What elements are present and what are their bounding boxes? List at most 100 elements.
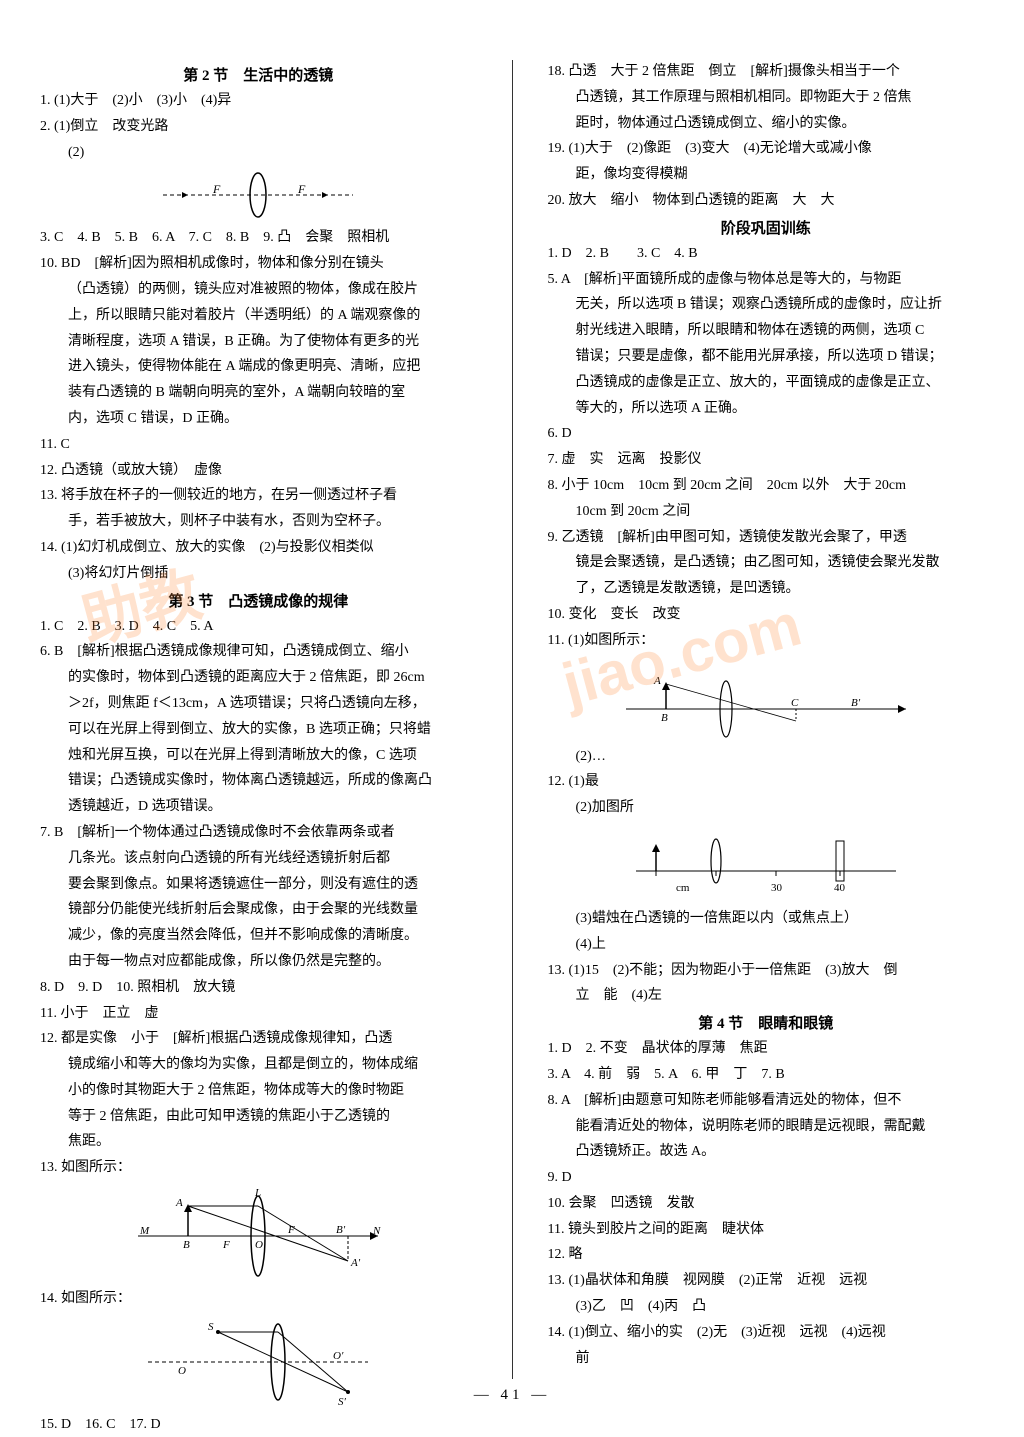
s4-q14b: 前 xyxy=(548,1347,985,1371)
s4-q8a: 8. A [解析]由题意可知陈老师能够看清远处的物体，但不 xyxy=(548,1089,985,1113)
st-q8b: 10cm 到 20cm 之间 xyxy=(548,500,985,524)
s4-q13a: 13. (1)晶状体和角膜 视网膜 (2)正常 近视 远视 xyxy=(548,1269,985,1293)
s3-q14: 14. 如图所示： xyxy=(40,1287,477,1311)
st-q13a: 13. (1)15 (2)不能；因为物距小于一倍焦距 (3)放大 倒 xyxy=(548,959,985,983)
s2-q10e: 进入镜头，使得物体能在 A 端成的像更明亮、清晰，应把 xyxy=(40,355,477,379)
page-container: 第 2 节 生活中的透镜 1. (1)大于 (2)小 (3)小 (4)异 2. … xyxy=(40,60,984,1379)
lens-diagram-2: L A B M F O F B′ A′ N xyxy=(40,1186,477,1281)
s4-q3-7: 3. A 4. 前 弱 5. A 6. 甲 丁 7. B xyxy=(548,1063,985,1087)
s3-q6b: 的实像时，物体到凸透镜的距离应大于 2 倍焦距，即 26cm xyxy=(40,666,477,690)
st-q6: 6. D xyxy=(548,422,985,446)
svg-text:C: C xyxy=(791,697,799,709)
s2-q13b: 手，若手被放大，则杯子中装有水，否则为空杯子。 xyxy=(40,510,477,534)
s3-q6d: 可以在光屏上得到倒立、放大的实像，B 选项正确；只将蜡 xyxy=(40,718,477,742)
s2-q14a: 14. (1)幻灯机成倒立、放大的实像 (2)与投影仪相类似 xyxy=(40,536,477,560)
svg-text:B′: B′ xyxy=(336,1224,346,1236)
s2-q11: 11. C xyxy=(40,433,477,457)
s3-q6f: 错误；凸透镜成实像时，物体离凸透镜越远，所成的像离凸 xyxy=(40,769,477,793)
s2-q14b: (3)将幻灯片倒插 xyxy=(40,562,477,586)
r-q18c: 距时，物体通过凸透镜成倒立、缩小的实像。 xyxy=(548,112,985,136)
st-q5e: 凸透镜成的虚像是正立、放大的，平面镜成的虚像是正立、 xyxy=(548,371,985,395)
st-q9b: 镜是会聚透镜，是凸透镜；由乙图可知，透镜使会聚光发散 xyxy=(548,551,985,575)
s3-q13: 13. 如图所示： xyxy=(40,1156,477,1180)
s4-q14a: 14. (1)倒立、缩小的实 (2)无 (3)近视 远视 (4)远视 xyxy=(548,1321,985,1345)
s3-q12d: 等于 2 倍焦距，由此可知甲透镜的焦距小于乙透镜的 xyxy=(40,1105,477,1129)
s2-q3-9: 3. C 4. B 5. B 6. A 7. C 8. B 9. 凸 会聚 照相… xyxy=(40,226,477,250)
st-q7: 7. 虚 实 远离 投影仪 xyxy=(548,448,985,472)
r-q18b: 凸透镜，其工作原理与照相机相同。即物距大于 2 倍焦 xyxy=(548,86,985,110)
svg-text:O: O xyxy=(178,1365,186,1377)
svg-text:40: 40 xyxy=(834,882,846,894)
s4-q10: 10. 会聚 凹透镜 发散 xyxy=(548,1192,985,1216)
st-q13b: 立 能 (4)左 xyxy=(548,984,985,1008)
column-divider xyxy=(512,60,513,1379)
lens-diagram-4: A B C B′ xyxy=(548,659,985,739)
s3-q7c: 要会聚到像点。如果将透镜遮住一部分，则没有遮住的透 xyxy=(40,873,477,897)
r-q19a: 19. (1)大于 (2)像距 (3)变大 (4)无论增大或减小像 xyxy=(548,137,985,161)
s4-q1-2: 1. D 2. 不变 晶状体的厚薄 焦距 xyxy=(548,1037,985,1061)
st-q12b: (2)加图所 xyxy=(548,796,985,820)
s4-q8c: 凸透镜矫正。故选 A。 xyxy=(548,1140,985,1164)
svg-text:O′: O′ xyxy=(333,1350,344,1362)
st-q11-2: (2)… xyxy=(548,745,985,769)
right-column: 18. 凸透 大于 2 倍焦距 倒立 [解析]摄像头相当于一个 凸透镜，其工作原… xyxy=(548,60,985,1379)
s3-q11: 11. 小于 正立 虚 xyxy=(40,1002,477,1026)
svg-text:F: F xyxy=(222,1239,230,1251)
svg-text:L: L xyxy=(254,1187,261,1199)
s2-q10d: 清晰程度，选项 A 错误，B 正确。为了使物体有更多的光 xyxy=(40,330,477,354)
diagram-F-left: F xyxy=(212,182,221,196)
st-q5d: 错误；只要是虚像，都不能用光屏承接，所以选项 D 错误； xyxy=(548,345,985,369)
r-q18a: 18. 凸透 大于 2 倍焦距 倒立 [解析]摄像头相当于一个 xyxy=(548,60,985,84)
svg-text:F: F xyxy=(287,1224,295,1236)
s2-q1: 1. (1)大于 (2)小 (3)小 (4)异 xyxy=(40,89,477,113)
s3-q6e: 烛和光屏互换，可以在光屏上得到清晰放大的像，C 选项 xyxy=(40,744,477,768)
s2-q10c: 上，所以眼睛只能对着胶片（半透明纸）的 A 端观察像的 xyxy=(40,304,477,328)
s2-q13a: 13. 将手放在杯子的一侧较近的地方，在另一侧透过杯子看 xyxy=(40,484,477,508)
svg-text:cm: cm xyxy=(676,882,690,894)
s3-q6a: 6. B [解析]根据凸透镜成像规律可知，凸透镜成倒立、缩小 xyxy=(40,640,477,664)
s3-q12e: 焦距。 xyxy=(40,1130,477,1154)
s4-q8b: 能看清近处的物体，说明陈老师的眼睛是远视眼，需配戴 xyxy=(548,1115,985,1139)
r-q19b: 距，像均变得模糊 xyxy=(548,163,985,187)
s3-q7d: 镜部分仍能使光线折射后会聚成像，由于会聚的光线数量 xyxy=(40,898,477,922)
s3-q1-5: 1. C 2. B 3. D 4. C 5. A xyxy=(40,615,477,639)
svg-text:30: 30 xyxy=(771,882,783,894)
s4-q9: 9. D xyxy=(548,1166,985,1190)
svg-text:A: A xyxy=(653,675,661,687)
s2-q2b: (2) xyxy=(40,141,477,165)
lens-diagram-1: F F xyxy=(40,170,477,220)
page-number: — 41 — xyxy=(474,1387,551,1404)
s3-q7b: 几条光。该点射向凸透镜的所有光线经透镜折射后都 xyxy=(40,847,477,871)
s3-q7a: 7. B [解析]一个物体通过凸透镜成像时不会依靠两条或者 xyxy=(40,821,477,845)
svg-text:B: B xyxy=(661,712,668,724)
s2-q10f: 装有凸透镜的 B 端朝向明亮的室外，A 端朝向较暗的室 xyxy=(40,381,477,405)
svg-text:S: S xyxy=(208,1321,214,1333)
r-q20: 20. 放大 缩小 物体到凸透镜的距离 大 大 xyxy=(548,189,985,213)
s4-q13b: (3)乙 凹 (4)丙 凸 xyxy=(548,1295,985,1319)
s2-q2a: 2. (1)倒立 改变光路 xyxy=(40,115,477,139)
s2-q10b: （凸透镜）的两侧，镜头应对准被照的物体，像成在胶片 xyxy=(40,278,477,302)
st-q9a: 9. 乙透镜 [解析]由甲图可知，透镜使发散光会聚了，甲透 xyxy=(548,526,985,550)
st-q10: 10. 变化 变长 改变 xyxy=(548,603,985,627)
st-q1-4: 1. D 2. B 3. C 4. B xyxy=(548,242,985,266)
stage-title: 阶段巩固训练 xyxy=(548,217,985,238)
s3-q12c: 小的像时其物距大于 2 倍焦距，物体成等大的像时物距 xyxy=(40,1079,477,1103)
section-4-title: 第 4 节 眼睛和眼镜 xyxy=(548,1012,985,1033)
st-q5c: 射光线进入眼睛，所以眼睛和物体在透镜的两侧，选项 C xyxy=(548,319,985,343)
svg-text:A: A xyxy=(175,1197,183,1209)
s3-q6c: ＞2f，则焦距 f＜13cm，A 选项错误；只将凸透镜向左移， xyxy=(40,692,477,716)
s3-q15-17: 15. D 16. C 17. D xyxy=(40,1413,477,1437)
ruler-diagram: cm 30 40 xyxy=(548,826,985,901)
st-q12c: (3)蜡烛在凸透镜的一倍焦距以内（或焦点上） xyxy=(548,907,985,931)
s3-q6g: 透镜越近，D 选项错误。 xyxy=(40,795,477,819)
s2-q10g: 内，选项 C 错误，D 正确。 xyxy=(40,407,477,431)
svg-text:O: O xyxy=(255,1239,263,1251)
svg-text:A′: A′ xyxy=(350,1257,361,1269)
section-2-title: 第 2 节 生活中的透镜 xyxy=(40,64,477,85)
st-q5b: 无关，所以选项 B 错误；观察凸透镜所成的虚像时，应让折 xyxy=(548,293,985,317)
st-q12d: (4)上 xyxy=(548,933,985,957)
svg-text:B′: B′ xyxy=(851,697,861,709)
svg-text:B: B xyxy=(183,1239,190,1251)
s2-q12: 12. 凸透镜（或放大镜） 虚像 xyxy=(40,459,477,483)
s3-q8-10: 8. D 9. D 10. 照相机 放大镜 xyxy=(40,976,477,1000)
